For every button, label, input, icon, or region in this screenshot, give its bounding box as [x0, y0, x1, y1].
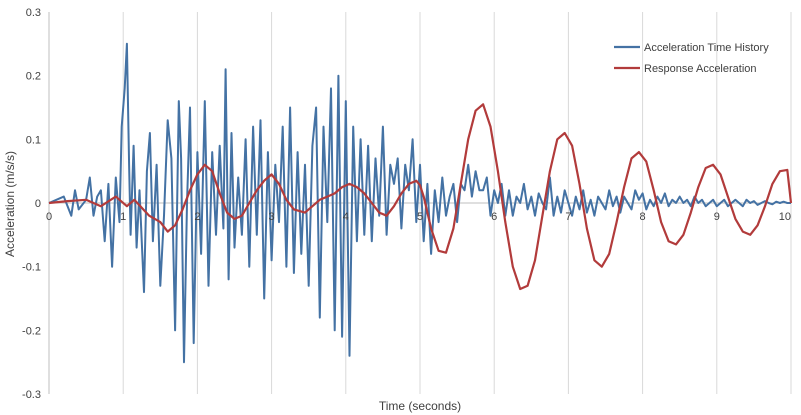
legend-label-acceleration-time-history: Acceleration Time History [644, 42, 769, 54]
y-tick-label--0.1: -0.1 [22, 262, 41, 274]
x-axis-title: Time (seconds) [379, 399, 461, 413]
x-tick-label-5: 5 [417, 211, 423, 223]
y-tick-label-0.3: 0.3 [26, 7, 41, 19]
legend-label-response-acceleration: Response Acceleration [644, 63, 757, 75]
series-line-response-acceleration [48, 103, 793, 291]
y-tick-label--0.3: -0.3 [22, 389, 41, 401]
y-tick-label--0.2: -0.2 [22, 325, 41, 337]
tick-labels: 0 1 2 3 4 5 6 7 8 9 10 -0.3 -0.2 -0.1 0 0.1 0.2 0.3 [22, 7, 791, 401]
y-tick-label-0.2: 0.2 [26, 71, 41, 83]
x-tick-label-9: 9 [714, 211, 720, 223]
x-tick-label-0: 0 [46, 211, 52, 223]
x-tick-label-2: 2 [194, 211, 200, 223]
x-tick-label-6: 6 [491, 211, 497, 223]
x-tick-label-8: 8 [640, 211, 646, 223]
y-tick-label-0: 0 [35, 198, 41, 210]
x-tick-label-3: 3 [269, 211, 275, 223]
x-tick-label-10: 10 [779, 211, 791, 223]
x-tick-label-4: 4 [343, 211, 349, 223]
legend: Acceleration Time History Response Accel… [614, 42, 769, 75]
x-tick-label-1: 1 [120, 211, 126, 223]
series-line-acceleration-time-history [48, 42, 791, 364]
series-group [48, 42, 793, 364]
x-tick-label-7: 7 [565, 211, 571, 223]
y-axis-title: Acceleration (m/s/s) [3, 151, 17, 257]
y-tick-label-0.1: 0.1 [26, 134, 41, 146]
